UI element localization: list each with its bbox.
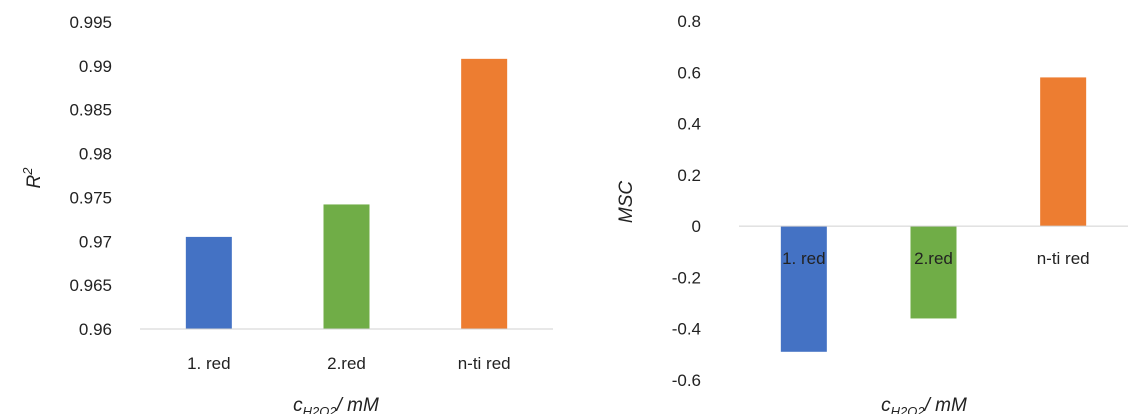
msc-category-label: 2.red	[914, 249, 953, 268]
r2-y-tick-label: 0.96	[79, 320, 112, 339]
msc-category-label: 1. red	[782, 249, 825, 268]
r2-category-label: n-ti red	[458, 354, 511, 373]
r2-category-label: 2.red	[327, 354, 366, 373]
msc-bar-2	[910, 226, 957, 319]
msc-x-axis-title: cH2O2/ mM	[881, 395, 967, 414]
r2-bars	[185, 58, 508, 330]
msc-bar-1	[780, 226, 827, 352]
msc-y-tick-label: 0.4	[677, 115, 701, 134]
msc-category-labels: 1. red 2.red n-ti red	[782, 249, 1090, 268]
msc-y-tick-label: -0.6	[672, 371, 701, 390]
r2-y-tick-label: 0.97	[79, 232, 112, 251]
r2-bar-3	[461, 58, 508, 330]
r2-y-tick-label: 0.975	[69, 188, 112, 207]
msc-chart: 0.8 0.6 0.4 0.2 0 -0.2 -0.4 -0.6 1. red 2.red n-t…	[616, 12, 1128, 414]
msc-y-tick-label: -0.2	[672, 268, 701, 287]
r2-y-tick-label: 0.985	[69, 101, 112, 120]
msc-y-tick-label: 0.6	[677, 63, 701, 82]
msc-bars	[780, 77, 1087, 352]
msc-y-axis-title: MSC	[616, 181, 637, 224]
msc-y-ticks: 0.8 0.6 0.4 0.2 0 -0.2 -0.4 -0.6	[672, 12, 701, 390]
msc-y-tick-label: 0.8	[677, 12, 701, 31]
r2-category-label: 1. red	[187, 354, 230, 373]
msc-y-tick-label: 0.2	[677, 166, 701, 185]
r2-y-tick-label: 0.965	[69, 276, 112, 295]
r2-y-axis-title: R2	[20, 167, 45, 189]
r2-y-tick-label: 0.995	[69, 13, 112, 32]
msc-y-tick-label: -0.4	[672, 320, 701, 339]
r2-y-tick-label: 0.98	[79, 145, 112, 164]
r2-y-tick-label: 0.99	[79, 57, 112, 76]
msc-category-label: n-ti red	[1037, 249, 1090, 268]
r2-bar-2	[323, 204, 370, 329]
msc-bar-3	[1040, 77, 1087, 227]
r2-x-axis-title: cH2O2/ mM	[293, 395, 379, 414]
r2-y-ticks: 0.995 0.99 0.985 0.98 0.975 0.97 0.965 0.96	[69, 13, 112, 339]
r2-chart: 0.995 0.99 0.985 0.98 0.975 0.97 0.965 0.96 1. …	[20, 13, 553, 414]
r2-bar-1	[185, 236, 232, 329]
msc-y-tick-label: 0	[692, 217, 701, 236]
r2-category-labels: 1. red 2.red n-ti red	[187, 354, 511, 373]
